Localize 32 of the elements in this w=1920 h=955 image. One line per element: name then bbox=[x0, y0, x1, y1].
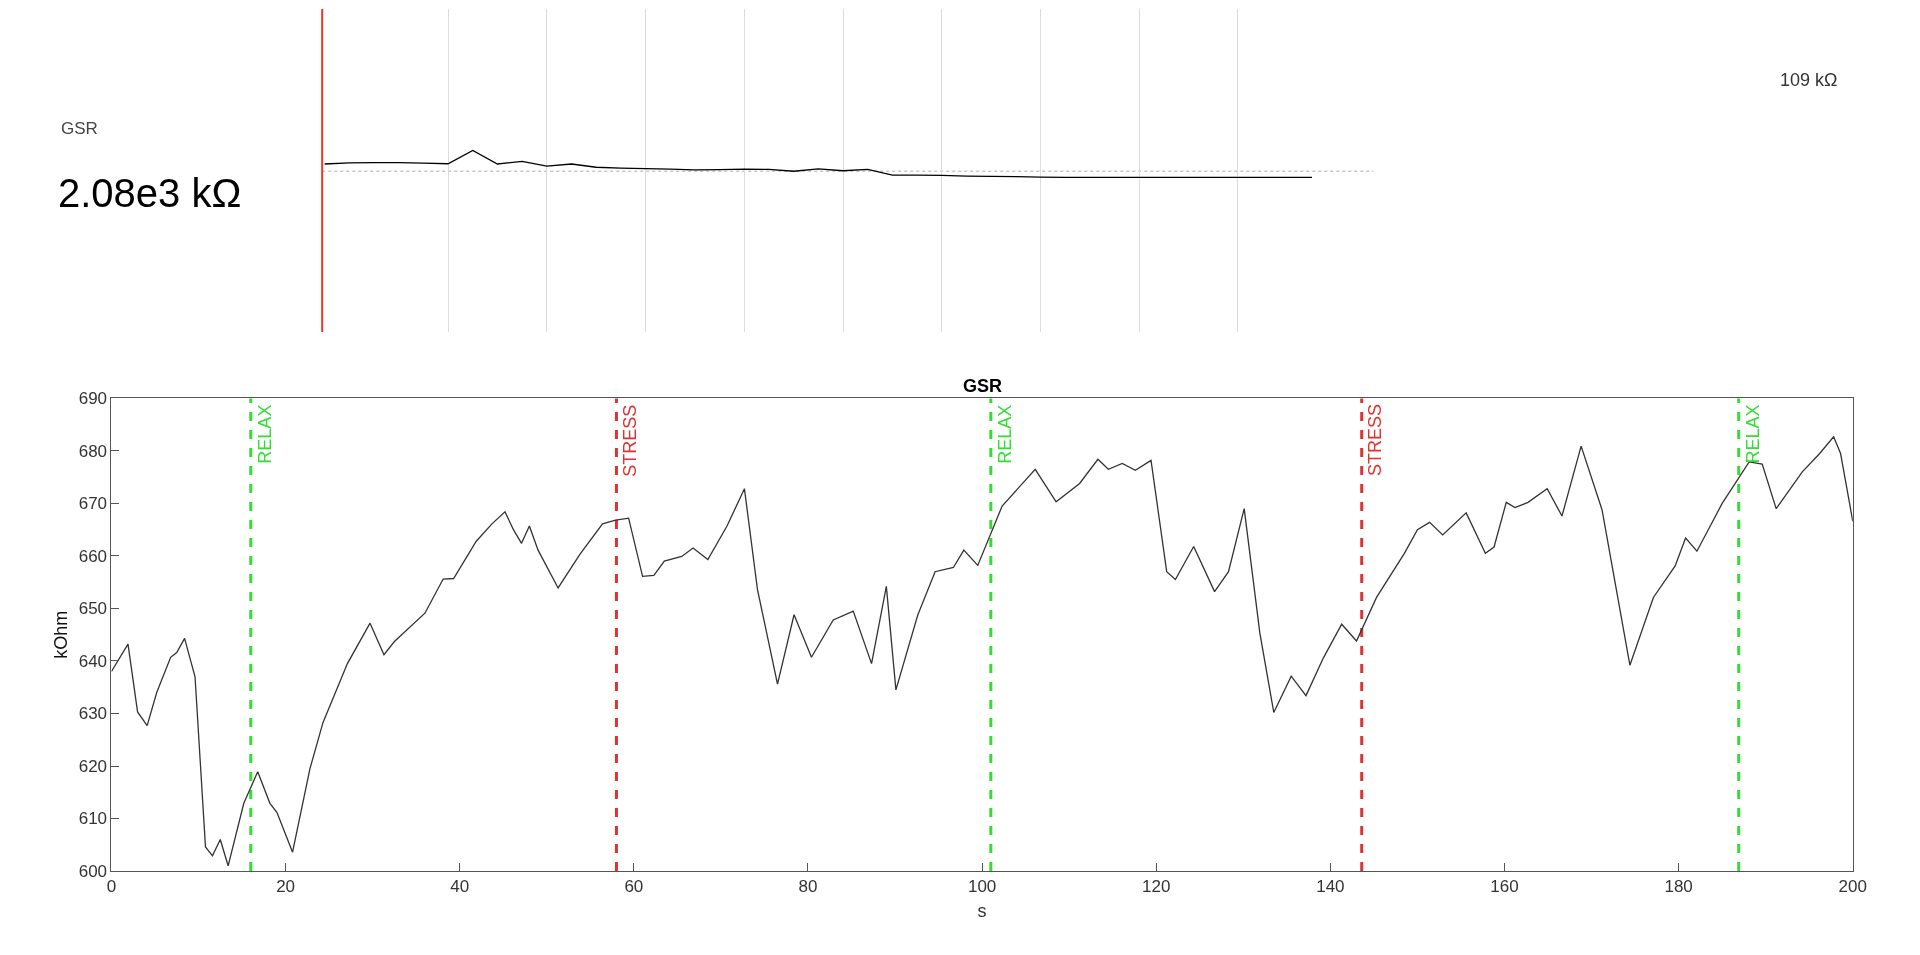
x-tick-label: 180 bbox=[1664, 877, 1693, 897]
x-tick-label: 40 bbox=[450, 877, 470, 897]
x-tick-label: 100 bbox=[967, 877, 997, 897]
x-tick-label: 140 bbox=[1316, 877, 1345, 897]
ref-line-label: RELAX bbox=[994, 404, 1015, 464]
y-tick-label: 610 bbox=[78, 809, 108, 829]
x-tick-label: 80 bbox=[798, 877, 818, 897]
y-tick-label: 690 bbox=[78, 389, 108, 409]
y-tick-label: 620 bbox=[78, 756, 108, 776]
y-tick-label: 630 bbox=[78, 704, 108, 724]
y-axis-title: kOhm bbox=[50, 610, 71, 659]
x-tick-label: 160 bbox=[1490, 877, 1519, 897]
x-tick-label: 200 bbox=[1838, 877, 1867, 897]
x-tick-label: 60 bbox=[624, 877, 644, 897]
y-tick-label: 650 bbox=[78, 599, 108, 619]
ref-line-label: STRESS bbox=[1365, 404, 1386, 477]
x-tick-label: 0 bbox=[106, 877, 117, 897]
y-tick-label: 670 bbox=[78, 494, 108, 514]
x-tick-label: 20 bbox=[276, 877, 296, 897]
y-tick-label: 600 bbox=[78, 862, 108, 882]
y-tick-label: 640 bbox=[78, 651, 108, 671]
text: GSR bbox=[61, 119, 98, 138]
ref-line-label: STRESS bbox=[620, 404, 641, 477]
y-tick-label: 680 bbox=[78, 441, 108, 461]
text: 109 kΩ bbox=[1780, 70, 1838, 90]
text: 2.08e3 kΩ bbox=[58, 171, 242, 215]
ref-line-label: RELAX bbox=[254, 404, 275, 464]
y-tick-label: 660 bbox=[78, 546, 108, 566]
ref-line-label: RELAX bbox=[1742, 404, 1763, 464]
x-axis-title: s bbox=[977, 900, 987, 921]
x-tick-label: 120 bbox=[1142, 877, 1171, 897]
chart-title: GSR bbox=[963, 376, 1003, 396]
